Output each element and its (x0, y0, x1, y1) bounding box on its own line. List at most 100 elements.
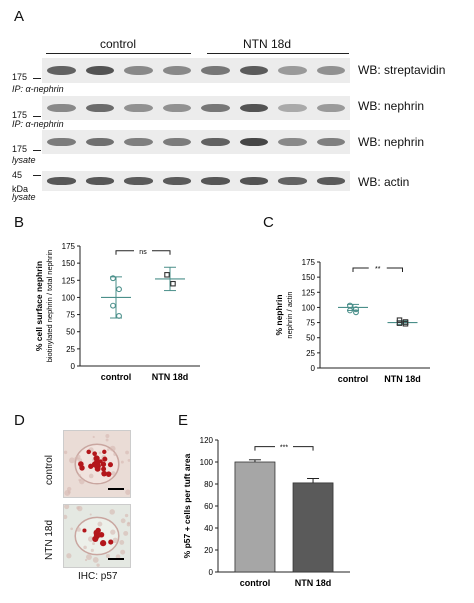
panel-e-label: E (178, 412, 189, 429)
blot-band (85, 137, 114, 147)
mw-marker-175-c: 175 (12, 144, 28, 154)
y-tick-label: 40 (204, 524, 213, 533)
lysate-label-2: lysate (12, 192, 36, 202)
tissue-texture (66, 553, 72, 559)
p57-positive-nucleus (108, 539, 114, 545)
group-ntn-label: NTN 18d (243, 37, 292, 51)
y-tick-label: 0 (209, 568, 214, 577)
blot-band (239, 137, 268, 147)
bar (292, 482, 334, 573)
tissue-texture (110, 529, 116, 535)
mw-tick (33, 78, 41, 79)
tissue-texture (92, 542, 95, 546)
x-category-label: NTN 18d (295, 578, 332, 588)
tissue-texture (123, 530, 129, 536)
data-point (396, 317, 403, 323)
blot-band (124, 137, 153, 147)
data-point (164, 272, 170, 278)
tissue-texture (105, 554, 110, 559)
chart-e: 0 20 40 60 80 100 120 % p57 + cells per tuft ar… (182, 436, 350, 588)
group-ntn-line (207, 53, 349, 54)
blot-band (316, 66, 345, 75)
y-tick-label: 120 (200, 436, 214, 445)
p57-positive-nucleus (88, 463, 94, 469)
blot-band (278, 177, 307, 185)
p57-positive-nucleus (86, 449, 91, 455)
mw-marker-175-b: 175 (12, 110, 28, 120)
tissue-texture (84, 558, 88, 562)
p57-positive-nucleus (82, 528, 87, 533)
x-category-label: control (101, 372, 132, 382)
tissue-texture (126, 522, 130, 527)
blot-row-nephrin-lysate (42, 130, 350, 154)
mw-tick (33, 175, 41, 176)
ip-label-2: IP: α-nephrin (12, 119, 64, 129)
panel-c-label: C (263, 214, 274, 231)
y-tick-label: 50 (306, 334, 315, 343)
blot-band (201, 103, 230, 113)
wb-label-actin: WB: actin (358, 175, 410, 189)
blot-band (124, 103, 153, 113)
p57-positive-nucleus (93, 455, 100, 462)
y-tick-label: 125 (62, 276, 76, 285)
blot-band (124, 66, 153, 75)
tissue-texture (113, 452, 117, 456)
y-tick-label: 60 (204, 502, 213, 511)
tissue-texture (92, 435, 95, 439)
data-point (402, 321, 409, 327)
p57-positive-nucleus (98, 531, 105, 538)
bar (234, 461, 276, 573)
tissue-texture (64, 450, 68, 455)
blot-band (47, 66, 76, 75)
x-category-label: NTN 18d (384, 374, 421, 384)
tissue-texture (127, 458, 130, 462)
tissue-texture (124, 513, 129, 518)
x-category-label: NTN 18d (152, 372, 189, 382)
tissue-texture (98, 451, 102, 455)
wb-label-nephrin-lysate: WB: nephrin (358, 135, 425, 149)
blot-band (162, 177, 191, 185)
wb-label-streptavidin: WB: streptavidin (358, 63, 446, 77)
data-point (353, 309, 359, 316)
mw-marker-175-a: 175 (12, 72, 28, 82)
tissue-texture (88, 473, 94, 479)
blot-band (162, 103, 191, 113)
y-axis-label: % nephrin (274, 294, 284, 335)
tissue-texture (105, 438, 109, 442)
tissue-texture (90, 548, 94, 552)
mw-tick (33, 116, 41, 117)
blot-band (316, 103, 345, 113)
blot-band (278, 137, 307, 147)
significance-mask (275, 442, 293, 451)
y-tick-label: 0 (311, 364, 316, 373)
y-tick-label: 100 (62, 293, 76, 302)
blot-band (201, 137, 230, 147)
blot-band (85, 103, 114, 113)
y-tick-label: 150 (302, 273, 316, 282)
blot-band (239, 103, 268, 113)
ip-label-1: IP: α-nephrin (12, 84, 64, 94)
y-tick-label: 75 (66, 311, 75, 320)
chart-b: 0 25 50 75 100 125 150 175 control NTN 18d % cell … (34, 242, 200, 382)
y-tick-label: 0 (71, 362, 76, 371)
tissue-texture (105, 434, 110, 439)
blot-band (124, 177, 153, 185)
tissue-texture (76, 506, 80, 510)
blot-row-streptavidin (42, 58, 350, 83)
blot-row-nephrin-ip (42, 96, 350, 120)
data-point (347, 307, 353, 314)
micrograph-control (63, 430, 131, 498)
y-axis-label: % p57 + cells per tuft area (182, 453, 192, 558)
y-tick-label: 50 (66, 328, 75, 337)
p57-positive-nucleus (101, 466, 107, 472)
tissue-texture (67, 486, 72, 492)
data-point (116, 286, 122, 293)
data-point (353, 306, 359, 313)
tissue-texture (115, 554, 121, 560)
data-point (116, 312, 122, 319)
p57-positive-nucleus (102, 449, 107, 455)
y-axis-sublabel: biotinylated nephrin / total nephrin (45, 250, 54, 363)
tissue-texture (85, 554, 92, 561)
y-axis-sublabel: nephrin / actin (285, 291, 294, 338)
significance-label: *** (280, 445, 288, 452)
